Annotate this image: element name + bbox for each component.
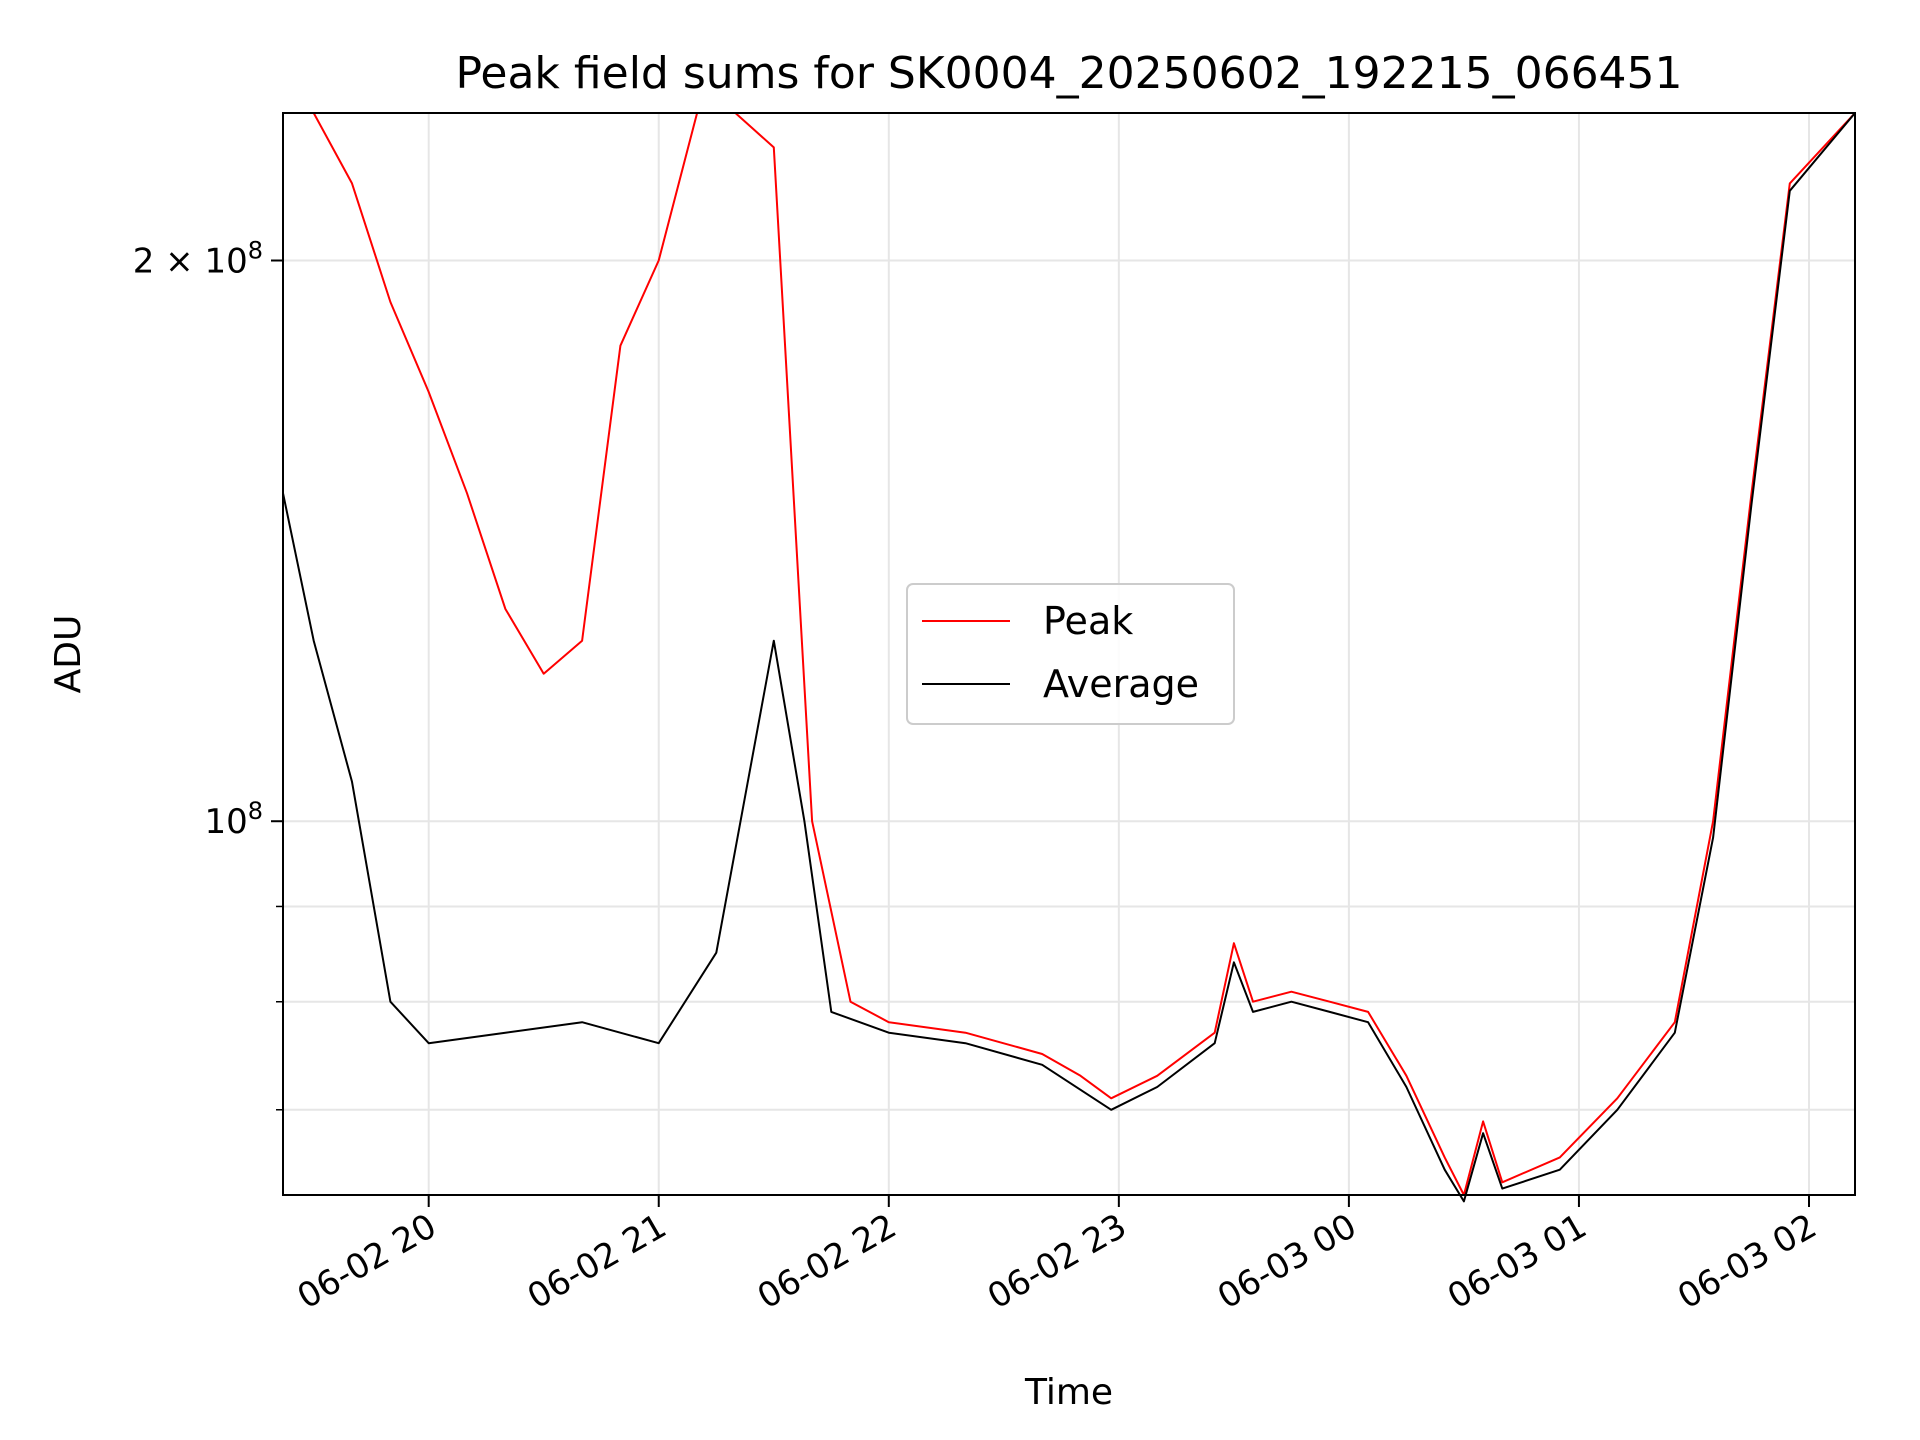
plot-frame (282, 112, 1856, 1196)
legend-label-peak: Peak (1043, 599, 1133, 643)
y-tick-label: 108 (204, 797, 263, 842)
legend-label-average: Average (1043, 662, 1199, 706)
y-axis-title: ADU (48, 615, 89, 694)
legend-box (906, 583, 1235, 725)
y-tick-label-exponent: 8 (248, 797, 263, 825)
series (282, 112, 1856, 1203)
series-line-average (282, 112, 1856, 1203)
y-tick-label-base: 10 (204, 802, 247, 842)
series-line-peak (283, 112, 1856, 1196)
grid (283, 113, 1855, 1195)
legend: Peak Average (906, 583, 1235, 725)
chart-title: Peak field sums for SK0004_20250602_1922… (455, 48, 1682, 99)
y-tick-label-exponent: 8 (248, 236, 263, 264)
y-tick-label-base: 2 × 10 (133, 241, 248, 281)
y-tick-label: 2 × 108 (133, 236, 263, 281)
x-axis-title: Time (1024, 1372, 1113, 1413)
